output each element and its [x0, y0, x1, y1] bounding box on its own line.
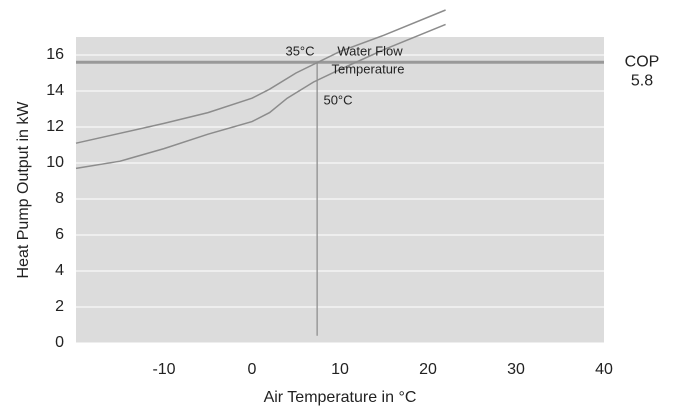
- x-tick-label: 20: [419, 361, 437, 378]
- reference-value: 5.8: [631, 72, 653, 89]
- plot-background: [76, 37, 604, 343]
- x-tick-label: 30: [507, 361, 525, 378]
- y-tick-label: 2: [55, 298, 64, 315]
- x-tick-label: -10: [152, 361, 175, 378]
- x-axis-label: Air Temperature in °C: [264, 389, 417, 406]
- y-tick-label: 6: [55, 226, 64, 243]
- series-label: 50°C: [323, 92, 352, 107]
- line-series: [75, 23, 446, 170]
- y-axis-label: Heat Pump Output in kW: [15, 101, 32, 279]
- annotation: Temperature: [332, 61, 405, 76]
- series-label: 35°C: [285, 43, 314, 58]
- annotation: Water Flow: [337, 43, 403, 58]
- y-tick-label: 12: [46, 118, 64, 135]
- y-tick-label: 16: [46, 46, 64, 63]
- y-tick-label: 10: [46, 154, 64, 171]
- y-tick-label: 0: [55, 334, 64, 351]
- x-tick-label: 40: [595, 361, 613, 378]
- reference-label: COP: [625, 53, 660, 70]
- line-series: [75, 9, 446, 144]
- x-tick-label: 10: [331, 361, 349, 378]
- y-tick-label: 14: [46, 82, 64, 99]
- y-tick-label: 8: [55, 190, 64, 207]
- x-tick-label: 0: [248, 361, 257, 378]
- y-tick-label: 4: [55, 262, 64, 279]
